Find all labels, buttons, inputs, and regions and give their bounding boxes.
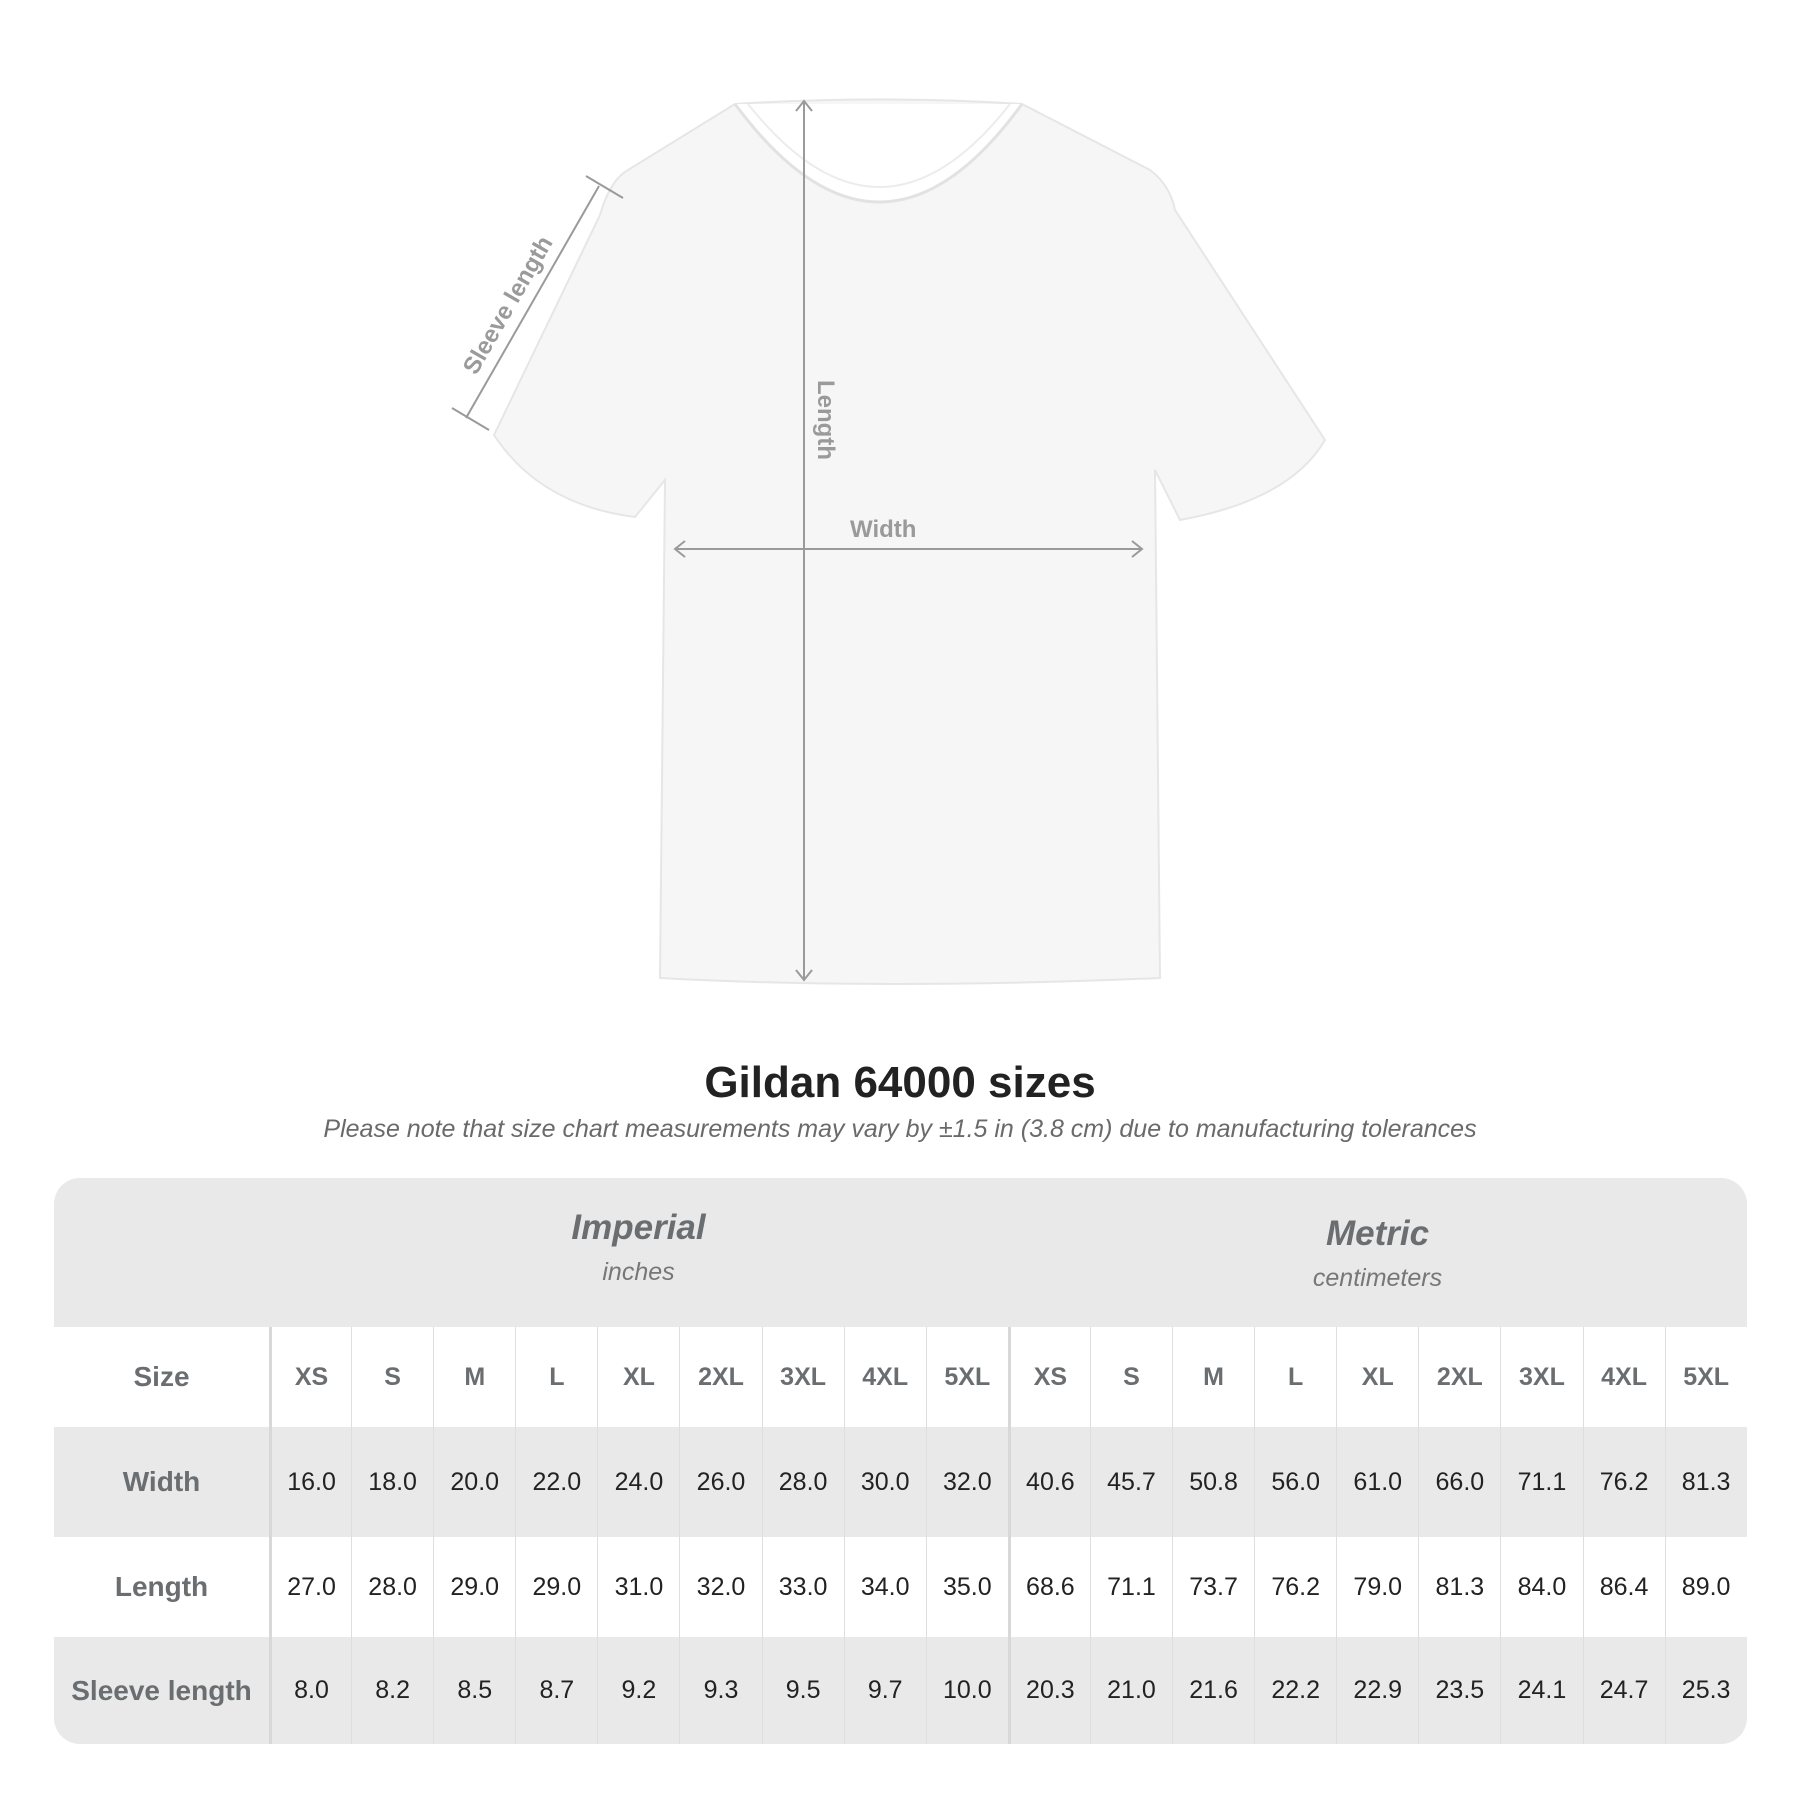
imperial-cell: 9.7	[843, 1637, 926, 1744]
metric-cell: 45.7	[1089, 1427, 1172, 1537]
imperial-cell: XL	[597, 1327, 679, 1427]
metric-cell: 20.3	[1007, 1637, 1090, 1744]
imperial-cell: 24.0	[597, 1427, 679, 1537]
row-label: Width	[122, 1466, 201, 1497]
metric-cell: 76.2	[1582, 1427, 1665, 1537]
metric-title: Metric	[1325, 1214, 1430, 1253]
metric-cell: 21.0	[1089, 1637, 1172, 1744]
table-row: Sleeve length 8.0 8.2 8.5 8.7 9.2 9.3 9.5 9.7 10.…	[54, 1637, 1747, 1744]
imperial-cell: 8.5	[433, 1637, 515, 1744]
imperial-title: Imperial	[571, 1208, 706, 1247]
length-label: Length	[812, 380, 839, 460]
imperial-header: Imperial inches	[269, 1208, 1008, 1287]
imperial-cell: L	[515, 1327, 597, 1427]
metric-cell: 23.5	[1418, 1637, 1500, 1744]
imperial-cell: S	[351, 1327, 433, 1427]
metric-header: Metric centimeters	[1008, 1214, 1747, 1293]
metric-unit: centimeters	[1312, 1264, 1443, 1292]
table-row: Width 16.0 18.0 20.0 22.0 24.0 26.0 28.0 30.0 32.…	[54, 1427, 1747, 1537]
metric-cell: 86.4	[1582, 1537, 1665, 1637]
metric-cell: XL	[1336, 1327, 1418, 1427]
imperial-cell: 34.0	[843, 1537, 926, 1637]
metric-cell: L	[1254, 1327, 1336, 1427]
imperial-cell: 16.0	[269, 1427, 351, 1537]
metric-cell: 89.0	[1664, 1537, 1747, 1637]
metric-cell: 2XL	[1418, 1327, 1500, 1427]
imperial-unit: inches	[602, 1258, 675, 1286]
metric-cell: 24.7	[1582, 1637, 1665, 1744]
metric-cell: 22.2	[1254, 1637, 1336, 1744]
chart-title: Gildan 64000 sizes	[704, 1058, 1096, 1107]
row-label: Sleeve length	[71, 1674, 252, 1706]
imperial-cell: XS	[269, 1327, 351, 1427]
table-row: Length 27.0 28.0 29.0 29.0 31.0 32.0 33.0 34.0 35…	[54, 1537, 1747, 1637]
imperial-cell: 35.0	[925, 1537, 1008, 1637]
metric-cell: 73.7	[1172, 1537, 1254, 1637]
metric-cell: 4XL	[1582, 1327, 1665, 1427]
imperial-cell: 31.0	[597, 1537, 679, 1637]
metric-cell: 81.3	[1664, 1427, 1747, 1537]
width-label: Width	[850, 516, 916, 543]
tolerance-note: Please note that size chart measurements…	[323, 1115, 1477, 1143]
imperial-cell: 32.0	[925, 1427, 1008, 1537]
imperial-cell: 32.0	[679, 1537, 761, 1637]
imperial-cell: 30.0	[843, 1427, 926, 1537]
metric-cell: 25.3	[1664, 1637, 1747, 1744]
metric-cell: 61.0	[1336, 1427, 1418, 1537]
imperial-cell: 28.0	[761, 1427, 844, 1537]
imperial-cell: 26.0	[679, 1427, 761, 1537]
imperial-cell: 4XL	[843, 1327, 926, 1427]
imperial-cell: 10.0	[925, 1637, 1008, 1744]
size-header-row: Size XS S M L XL 2XL 3XL 4XL 5XL XS S M L XL 2XL 3XL 4XL 5…	[54, 1327, 1747, 1427]
imperial-cell: 33.0	[761, 1537, 844, 1637]
metric-cell: 56.0	[1254, 1427, 1336, 1537]
imperial-cell: 9.5	[761, 1637, 844, 1744]
sleeve-arrow	[465, 185, 600, 419]
tshirt-diagram: Length Width Sleeve length	[451, 98, 1327, 985]
imperial-cell: 9.3	[679, 1637, 761, 1744]
metric-cell: 79.0	[1336, 1537, 1418, 1637]
metric-cell: 24.1	[1500, 1637, 1582, 1744]
metric-cell: S	[1089, 1327, 1172, 1427]
imperial-cell: 22.0	[515, 1427, 597, 1537]
imperial-cell: 29.0	[515, 1537, 597, 1637]
metric-cell: 5XL	[1664, 1327, 1747, 1427]
imperial-cell: M	[433, 1327, 515, 1427]
metric-cell: 22.9	[1336, 1637, 1418, 1744]
metric-cell: 84.0	[1500, 1537, 1582, 1637]
imperial-cell: 8.7	[515, 1637, 597, 1744]
imperial-cell: 20.0	[433, 1427, 515, 1537]
size-table: Imperial inches Metric centimeters Size X…	[54, 1178, 1747, 1744]
metric-cell: M	[1172, 1327, 1254, 1427]
metric-cell: 68.6	[1007, 1537, 1090, 1637]
imperial-cell: 8.2	[351, 1637, 433, 1744]
tshirt-image	[492, 98, 1327, 985]
imperial-cell: 18.0	[351, 1427, 433, 1537]
imperial-cell: 3XL	[761, 1327, 844, 1427]
row-label: Size	[133, 1361, 190, 1392]
metric-cell: 66.0	[1418, 1427, 1500, 1537]
row-label: Length	[114, 1571, 209, 1602]
metric-cell: 40.6	[1007, 1427, 1090, 1537]
metric-cell: 21.6	[1172, 1637, 1254, 1744]
imperial-cell: 8.0	[269, 1637, 351, 1744]
imperial-cell: 5XL	[925, 1327, 1008, 1427]
imperial-cell: 29.0	[433, 1537, 515, 1637]
imperial-cell: 9.2	[597, 1637, 679, 1744]
imperial-cell: 27.0	[269, 1537, 351, 1637]
metric-cell: 3XL	[1500, 1327, 1582, 1427]
imperial-cell: 28.0	[351, 1537, 433, 1637]
imperial-cell: 2XL	[679, 1327, 761, 1427]
metric-cell: 76.2	[1254, 1537, 1336, 1637]
metric-cell: 50.8	[1172, 1427, 1254, 1537]
metric-cell: 81.3	[1418, 1537, 1500, 1637]
metric-cell: XS	[1007, 1327, 1090, 1427]
metric-cell: 71.1	[1089, 1537, 1172, 1637]
metric-cell: 71.1	[1500, 1427, 1582, 1537]
